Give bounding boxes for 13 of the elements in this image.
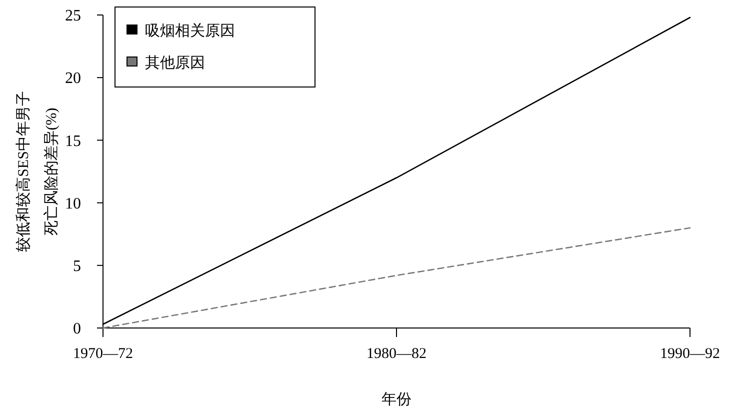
y-tick-label: 10 [65,195,81,212]
y-axis-title: 较低和较高SES中年男子死亡风险的差异(%) [15,91,60,252]
x-tick-label: 1990—92 [660,346,720,362]
y-tick-label: 5 [73,258,81,275]
y-tick-label: 20 [65,70,81,88]
x-axis-title: 年份 [382,391,412,408]
x-tick-label: 1970—72 [73,346,133,362]
legend-label: 其他原因 [145,54,205,72]
legend-label: 吸烟相关原因 [145,22,235,40]
y-tick-label: 0 [73,320,81,338]
y-tick-label: 25 [65,8,81,25]
x-tick-label: 1980—82 [366,346,426,362]
y-tick-label: 15 [65,132,81,150]
